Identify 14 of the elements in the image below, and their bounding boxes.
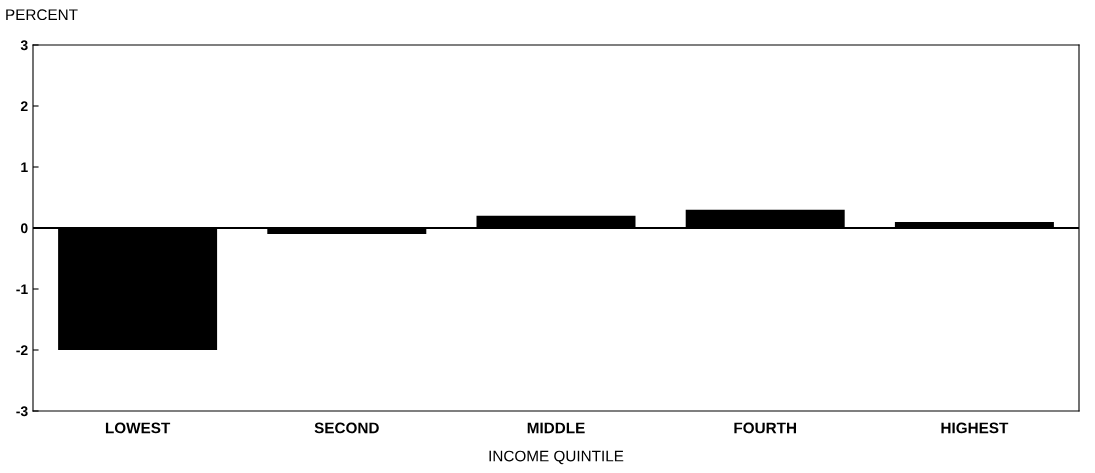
x-axis-title: INCOME QUINTILE [489, 450, 624, 465]
y-tick-label: 2 [20, 101, 28, 112]
x-tick-label: SECOND [314, 422, 379, 434]
y-axis-title: PERCENT [6, 9, 78, 21]
x-tick-label: LOWEST [105, 422, 171, 434]
y-tick-label: 3 [20, 40, 28, 51]
y-tick-label: 1 [21, 162, 28, 173]
x-tick-label: MIDDLE [527, 422, 585, 434]
y-tick-label: -2 [16, 345, 28, 356]
x-tick-label: FOURTH [734, 422, 796, 434]
y-tick-label: -3 [16, 406, 28, 417]
y-tick-label: 0 [20, 223, 28, 234]
x-tick-label: HIGHEST [941, 422, 1009, 434]
y-tick-label: -1 [16, 284, 28, 295]
